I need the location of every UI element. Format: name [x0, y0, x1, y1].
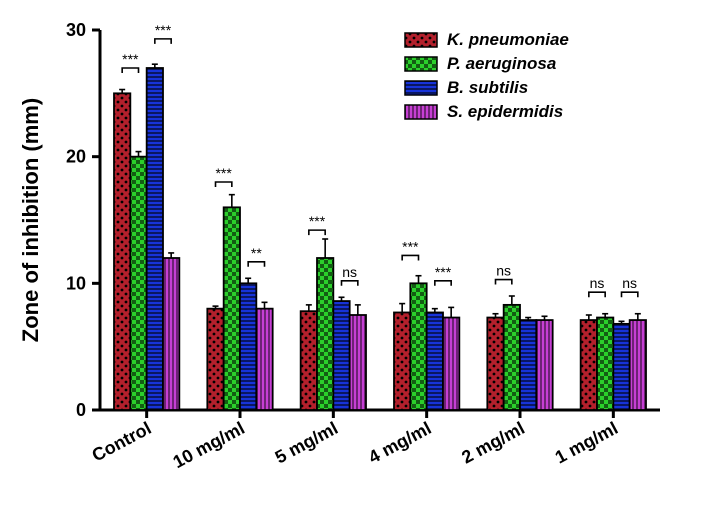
svg-text:ns: ns [342, 264, 357, 280]
bar [130, 157, 146, 410]
legend-swatch [405, 57, 437, 71]
legend-swatch [405, 81, 437, 95]
bar [333, 301, 349, 410]
svg-text:***: *** [309, 213, 326, 229]
svg-text:0: 0 [76, 400, 86, 420]
bar [536, 320, 552, 410]
svg-text:***: *** [155, 22, 172, 38]
svg-text:5 mg/ml: 5 mg/ml [272, 418, 341, 468]
svg-text:Zone of inhibition (mm): Zone of inhibition (mm) [18, 98, 43, 342]
bar [443, 318, 459, 410]
bar [256, 309, 272, 410]
legend-label: B. subtilis [447, 78, 528, 97]
bar [520, 320, 536, 410]
legend-swatch [405, 33, 437, 47]
svg-text:2 mg/ml: 2 mg/ml [458, 418, 527, 468]
bar [427, 312, 443, 410]
chart-container: 0 10 20 30 Zone of inhibition (mm) Control 10 … [0, 0, 728, 523]
svg-text:ns: ns [496, 263, 511, 279]
svg-text:10: 10 [66, 273, 86, 293]
svg-text:ns: ns [622, 275, 637, 291]
svg-text:**: ** [251, 245, 262, 261]
svg-text:20: 20 [66, 147, 86, 167]
bar [317, 258, 333, 410]
svg-text:30: 30 [66, 20, 86, 40]
bar [147, 68, 163, 410]
bar [224, 207, 240, 410]
svg-text:Control: Control [89, 418, 155, 466]
bar [597, 318, 613, 410]
bar [163, 258, 179, 410]
bar [613, 324, 629, 410]
svg-text:10 mg/ml: 10 mg/ml [170, 418, 248, 472]
bar [410, 283, 426, 410]
bar [114, 93, 130, 410]
svg-text:1 mg/ml: 1 mg/ml [552, 418, 621, 468]
bar [350, 315, 366, 410]
svg-text:***: *** [122, 51, 139, 67]
bar [394, 312, 410, 410]
bar [207, 309, 223, 410]
svg-text:ns: ns [590, 275, 605, 291]
bar [581, 320, 597, 410]
bar [301, 311, 317, 410]
bar [630, 320, 646, 410]
bar [240, 283, 256, 410]
bar [487, 318, 503, 410]
legend-label: P. aeruginosa [447, 54, 556, 73]
svg-text:***: *** [435, 264, 452, 280]
bar [504, 305, 520, 410]
legend-swatch [405, 105, 437, 119]
legend-label: K. pneumoniae [447, 30, 569, 49]
svg-text:***: *** [402, 238, 419, 254]
bar-chart-svg: 0 10 20 30 Zone of inhibition (mm) Control 10 … [0, 0, 728, 523]
svg-text:4 mg/ml: 4 mg/ml [365, 418, 434, 468]
svg-text:***: *** [215, 165, 232, 181]
legend-label: S. epidermidis [447, 102, 563, 121]
